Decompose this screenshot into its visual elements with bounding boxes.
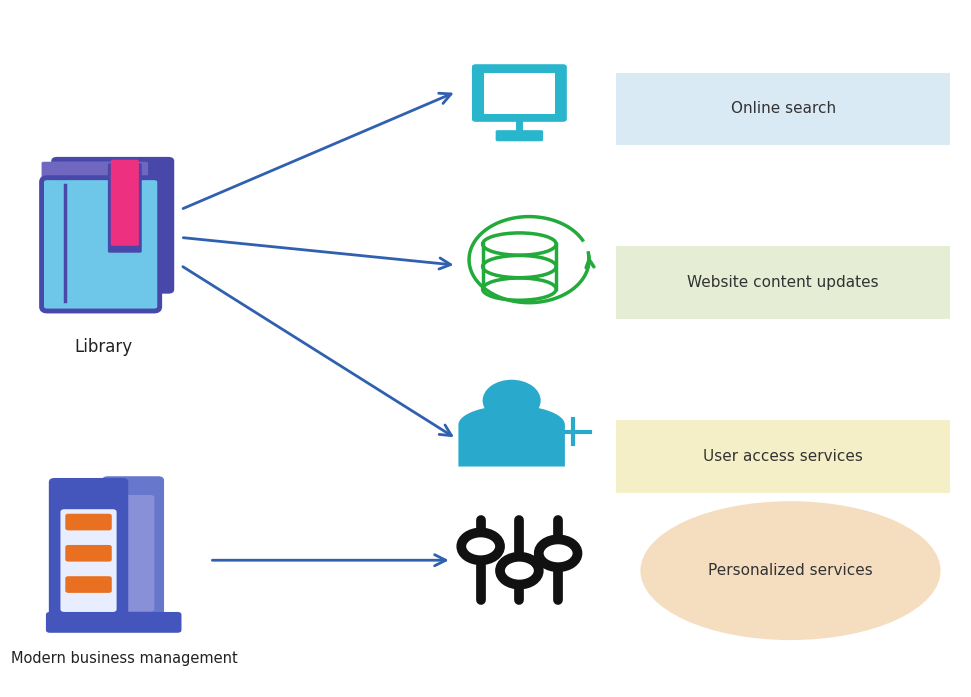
FancyBboxPatch shape bbox=[60, 510, 117, 612]
FancyBboxPatch shape bbox=[65, 514, 112, 530]
Circle shape bbox=[500, 557, 539, 585]
FancyBboxPatch shape bbox=[51, 157, 174, 293]
Polygon shape bbox=[458, 406, 565, 466]
FancyBboxPatch shape bbox=[46, 612, 182, 633]
FancyBboxPatch shape bbox=[495, 130, 543, 141]
Ellipse shape bbox=[641, 501, 941, 640]
Text: User access services: User access services bbox=[703, 449, 863, 464]
FancyBboxPatch shape bbox=[617, 72, 951, 146]
FancyBboxPatch shape bbox=[617, 246, 951, 319]
FancyBboxPatch shape bbox=[42, 178, 159, 311]
FancyBboxPatch shape bbox=[112, 495, 154, 611]
FancyBboxPatch shape bbox=[102, 476, 164, 623]
FancyBboxPatch shape bbox=[65, 545, 112, 562]
FancyBboxPatch shape bbox=[617, 420, 951, 493]
FancyBboxPatch shape bbox=[472, 64, 567, 122]
Circle shape bbox=[461, 533, 500, 560]
FancyBboxPatch shape bbox=[111, 160, 139, 246]
FancyBboxPatch shape bbox=[57, 162, 148, 201]
FancyBboxPatch shape bbox=[108, 163, 142, 253]
Circle shape bbox=[483, 380, 541, 422]
FancyBboxPatch shape bbox=[42, 162, 133, 201]
FancyBboxPatch shape bbox=[50, 162, 141, 201]
Circle shape bbox=[539, 539, 578, 567]
Text: Personalized services: Personalized services bbox=[708, 563, 873, 578]
FancyBboxPatch shape bbox=[49, 478, 128, 622]
Text: Online search: Online search bbox=[730, 102, 836, 116]
Text: Website content updates: Website content updates bbox=[687, 275, 879, 290]
Text: Modern business management: Modern business management bbox=[11, 651, 238, 666]
FancyBboxPatch shape bbox=[484, 72, 555, 114]
FancyBboxPatch shape bbox=[65, 576, 112, 593]
Text: Library: Library bbox=[74, 338, 132, 356]
